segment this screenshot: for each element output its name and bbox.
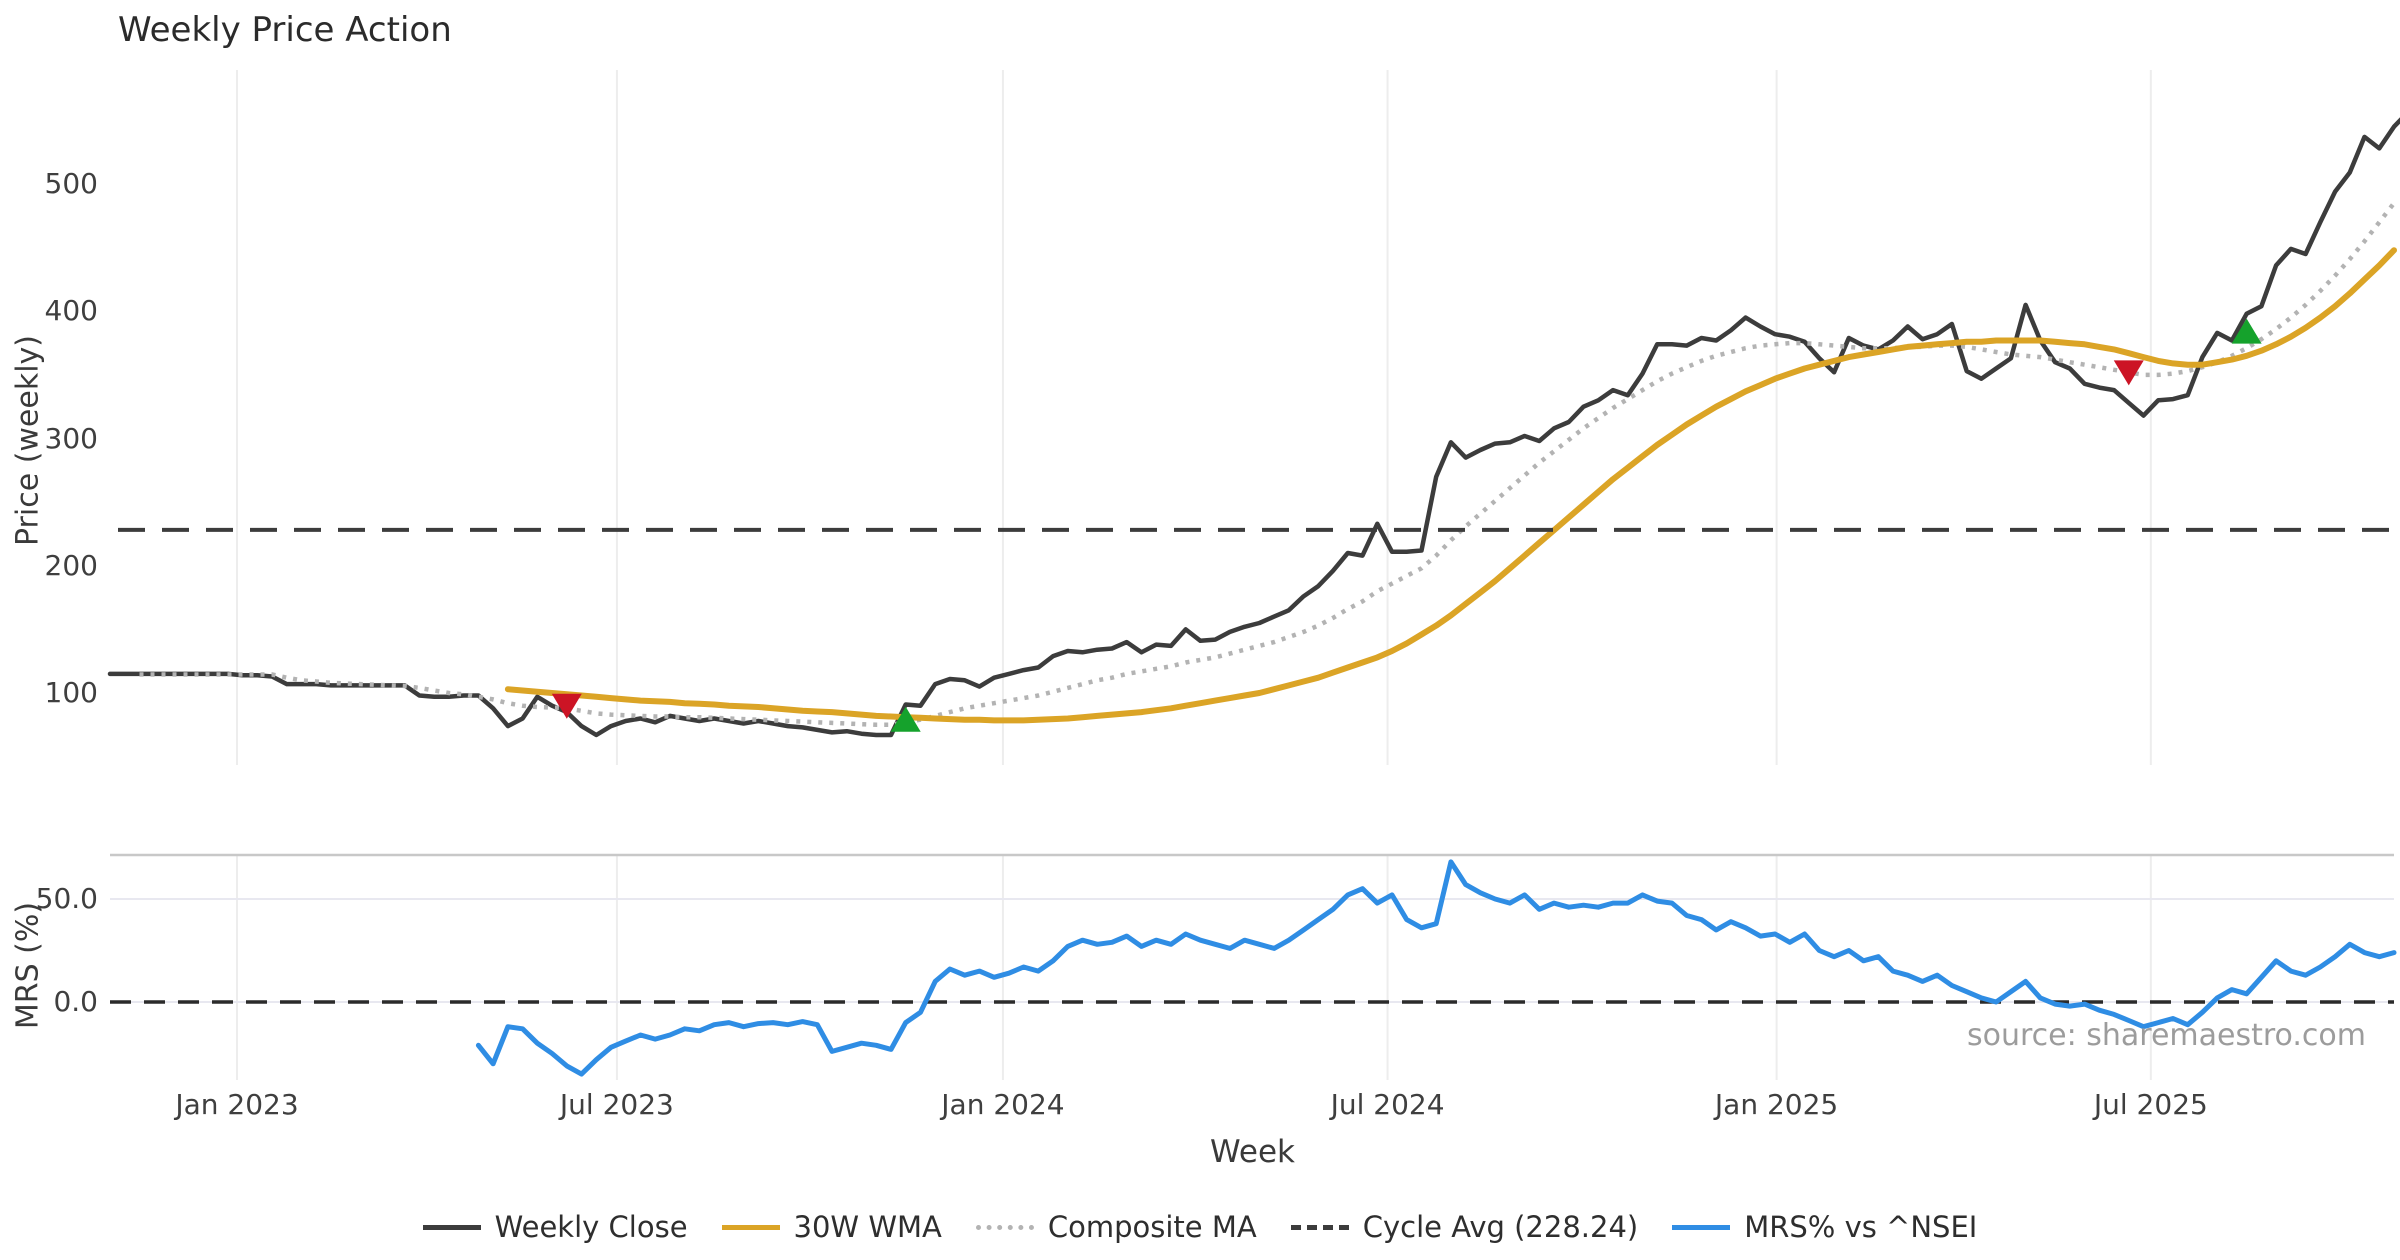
legend-item: Weekly Close [422,1210,688,1244]
legend-label: Composite MA [1047,1210,1257,1244]
x-tick-label: Jan 2025 [1714,1088,1839,1121]
price-tick-label: 200 [44,548,98,582]
mrs-line [475,859,2397,1077]
x-tick-label: Jan 2024 [941,1088,1065,1121]
x-tick-label: Jul 2023 [559,1088,674,1121]
mrs-tick-label: 50.0 [35,882,98,915]
legend-label: Weekly Close [494,1210,688,1244]
buy-signal-marker [890,706,921,732]
x-tick-label: Jan 2023 [175,1088,299,1121]
legend-item: MRS% vs ^NSEI [1672,1210,1977,1244]
legend-label: 30W WMA [793,1210,942,1244]
legend-item: Composite MA [975,1210,1257,1244]
x-tick-label: Jul 2025 [2093,1088,2208,1121]
legend-swatch-solid [422,1224,481,1230]
price-tick-label: 300 [44,421,98,455]
legend-item: Cycle Avg (228.24) [1290,1210,1639,1244]
legend-label: MRS% vs ^NSEI [1744,1210,1978,1244]
buy-signal-marker [2231,318,2262,344]
chart-title: Weekly Price Action [118,10,452,50]
mrs-axis-label: MRS (%) [10,901,46,1030]
legend-label: Cycle Avg (228.24) [1362,1210,1639,1244]
legend-swatch-dashed [1290,1224,1349,1230]
weekly-close-line [107,117,2400,738]
x-axis-label: Week [1210,1134,1295,1170]
price-tick-label: 400 [44,294,98,328]
sell-signal-marker [2113,360,2144,386]
legend-item: 30W WMA [721,1210,942,1244]
legend-swatch-solid [721,1224,780,1230]
x-tick-label: Jul 2024 [1330,1088,1445,1121]
chart-legend: Weekly Close 30W WMA Composite MA Cycle Avg… [0,1210,2400,1244]
price-tick-label: 500 [44,167,98,200]
price-tick-label: 100 [44,676,98,709]
wma-30w-line [504,247,2397,724]
legend-swatch-dotted [975,1224,1034,1230]
legend-swatch-solid [1672,1224,1731,1230]
composite-ma-line [139,201,2396,728]
source-credit: source: sharemaestro.com [1967,1018,2366,1053]
sell-signal-marker [551,693,582,719]
mrs-tick-label: 0.0 [53,985,98,1018]
